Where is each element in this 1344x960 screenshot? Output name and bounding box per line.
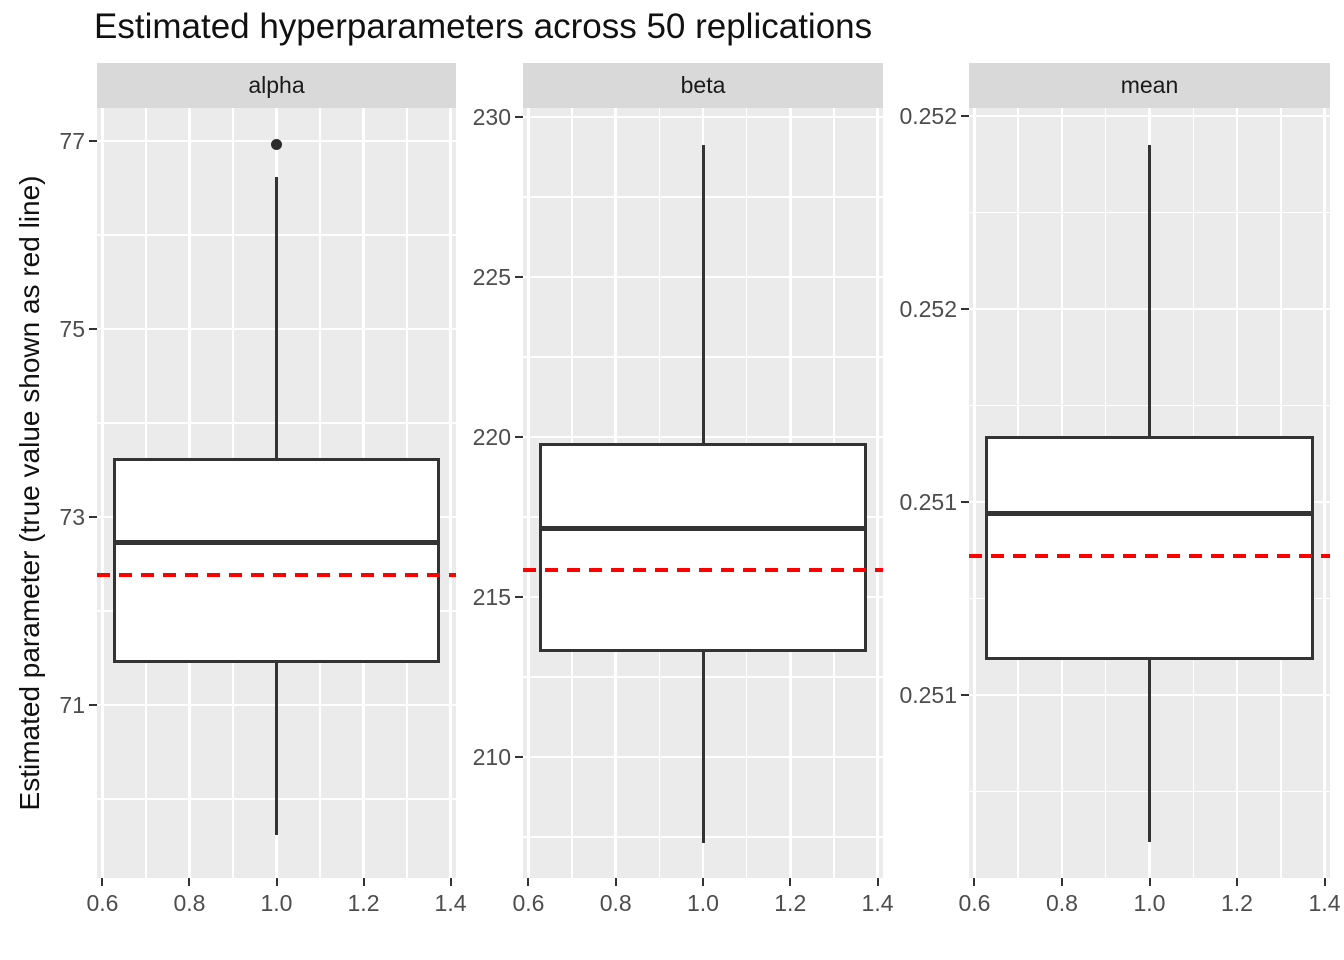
whisker-upper [701,145,705,444]
x-tick-mark [1148,878,1151,886]
gridline-major-x [527,108,530,878]
box [985,436,1314,661]
gridline-major-x [973,108,976,878]
y-tick-mark [515,596,523,598]
whisker-upper [275,176,278,458]
gridline-major-x [1323,108,1326,878]
x-tick-mark [362,878,365,886]
x-tick-label: 1.0 [1133,890,1166,916]
y-tick-mark [89,328,97,330]
x-tick-label: 1.2 [774,890,807,916]
x-tick-mark [1060,878,1063,886]
y-tick-label: 210 [472,744,511,770]
x-tick-mark [876,878,879,886]
median-line [113,539,440,545]
y-tick-label: 225 [472,263,511,290]
x-tick-mark [702,878,704,886]
strip-label: beta [680,72,726,98]
x-tick-label: 0.6 [512,890,545,916]
y-tick-mark [961,693,969,696]
facet-strip: alpha [97,63,456,108]
x-tick-mark [449,878,452,886]
median-line [539,526,867,532]
x-tick-mark [188,878,191,886]
plot-title: Estimated hyperparameters across 50 repl… [94,7,873,46]
true-value-line [969,554,1330,559]
y-tick-mark [515,435,523,438]
y-tick-label: 220 [472,423,511,450]
true-value-line [97,573,456,578]
gridline-major-x [101,108,104,878]
y-tick-label: 71 [59,692,85,719]
y-tick-mark [961,500,969,503]
x-tick-mark [275,878,278,886]
y-tick-mark [89,704,97,707]
true-value-line [523,567,883,572]
x-tick-mark [1236,878,1238,886]
gridline-major-x [876,108,879,878]
x-tick-label: 1.2 [347,890,380,916]
box [539,443,867,653]
x-tick-label: 0.8 [599,890,632,916]
whisker-lower [275,662,278,835]
y-tick-label: 73 [59,504,85,531]
x-tick-label: 1.2 [1221,890,1253,916]
y-tick-label: 0.252 [899,102,957,129]
y-tick-label: 0.251 [899,681,957,708]
x-tick-mark [789,878,792,886]
whisker-lower [1148,660,1151,842]
x-tick-label: 1.0 [260,890,293,916]
x-tick-label: 1.4 [1308,890,1341,916]
y-tick-mark [515,115,523,118]
y-tick-mark [961,114,969,117]
x-tick-label: 0.8 [1045,890,1078,916]
median-line [985,511,1314,517]
y-tick-label: 75 [59,316,85,342]
x-tick-label: 0.6 [86,890,119,916]
y-tick-label: 215 [472,584,511,610]
x-tick-mark [973,878,976,886]
y-tick-label: 0.251 [899,488,957,515]
outlier-point [271,139,282,151]
box [113,457,440,663]
panel-area [969,108,1330,878]
x-tick-mark [101,878,104,886]
x-tick-label: 1.0 [687,890,719,916]
y-tick-mark [89,516,97,519]
y-tick-mark [89,139,97,142]
x-tick-mark [614,878,617,886]
gridline-major-x [449,108,452,878]
x-tick-label: 0.8 [173,890,206,916]
x-tick-mark [527,878,530,886]
x-tick-label: 1.4 [861,890,894,916]
whisker-upper [1148,144,1151,437]
y-tick-label: 0.252 [899,295,957,322]
facet-strip: beta [523,63,883,108]
whisker-lower [701,652,705,844]
y-tick-label: 230 [472,103,511,130]
x-tick-label: 1.4 [434,890,467,916]
facet-strip: mean [969,63,1330,108]
panel-area [97,108,456,878]
y-tick-mark [961,307,969,310]
y-tick-mark [515,275,523,278]
y-tick-label: 77 [59,127,85,154]
x-tick-label: 0.6 [958,890,991,916]
strip-label: alpha [248,72,305,98]
strip-label: mean [1120,72,1179,98]
x-tick-mark [1323,878,1326,886]
panel-area [523,108,883,878]
y-tick-mark [515,756,523,758]
